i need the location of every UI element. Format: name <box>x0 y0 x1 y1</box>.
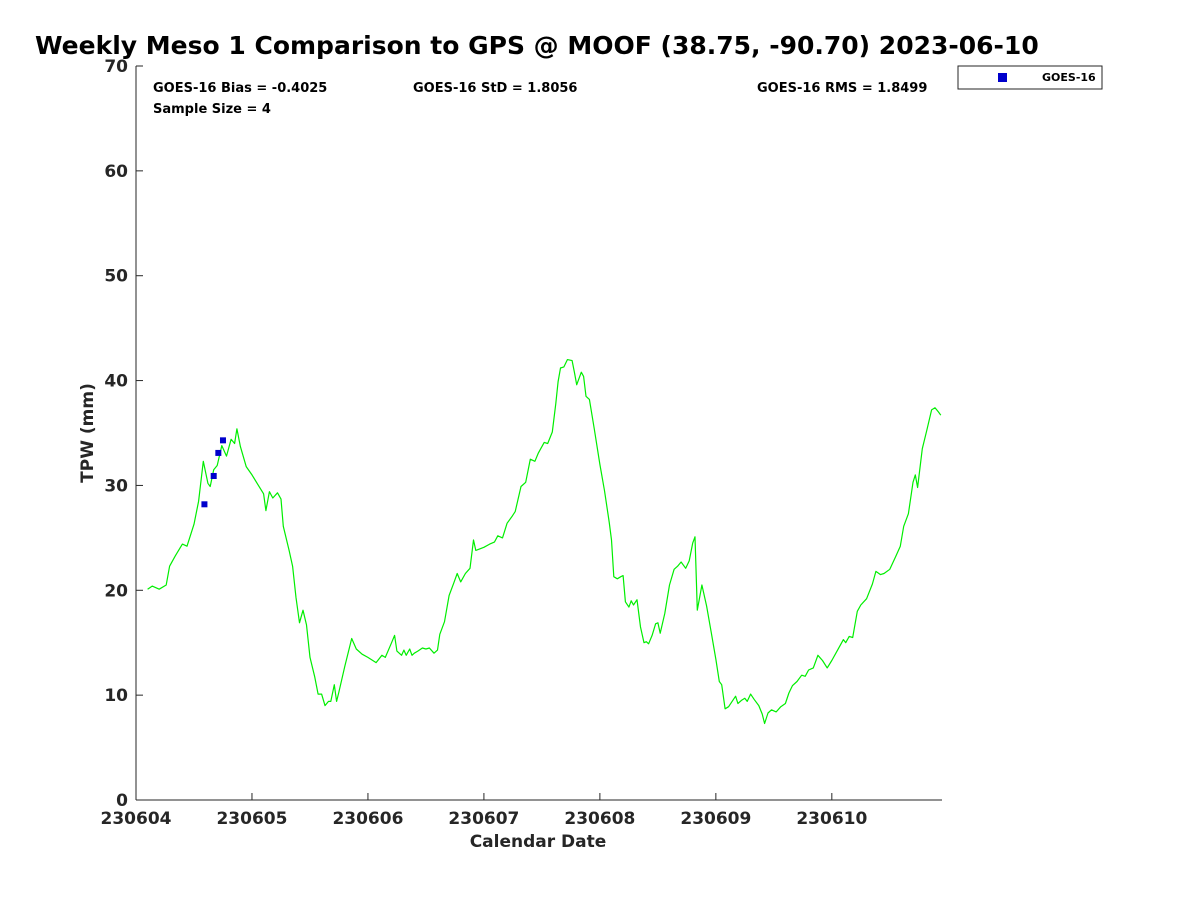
bias-stat: GOES-16 Bias = -0.4025 <box>153 81 327 96</box>
y-tick-label: 70 <box>104 57 128 77</box>
series-line-gps <box>147 359 942 725</box>
x-tick-label: 230607 <box>448 809 519 829</box>
legend: GOES-16 <box>957 65 1103 90</box>
stats: GOES-16 Bias = -0.4025 GOES-16 StD = 1.8… <box>153 81 927 117</box>
goes16-data-point <box>210 472 217 479</box>
y-tick-label: 20 <box>104 581 128 601</box>
legend-marker-goes16 <box>998 73 1007 82</box>
chart-title: Weekly Meso 1 Comparison to GPS @ MOOF (… <box>35 31 1039 60</box>
std-stat: GOES-16 StD = 1.8056 <box>413 81 577 96</box>
goes16-data-point <box>219 437 226 444</box>
legend-label-goes16: GOES-16 <box>1042 71 1096 84</box>
rms-stat: GOES-16 RMS = 1.8499 <box>757 81 927 96</box>
y-axis-label: TPW (mm) <box>78 383 98 483</box>
axes <box>135 66 942 801</box>
plot-area <box>147 359 942 725</box>
x-tick-label: 230605 <box>216 809 287 829</box>
x-tick-label: 230610 <box>796 809 867 829</box>
y-tick-label: 50 <box>104 267 128 287</box>
y-ticks: 0 10 20 30 40 50 60 70 <box>104 57 143 811</box>
goes16-data-point <box>215 449 222 456</box>
x-tick-label: 230609 <box>680 809 751 829</box>
y-tick-label: 40 <box>104 372 128 392</box>
y-tick-label: 30 <box>104 476 128 496</box>
legend-box <box>957 65 1103 90</box>
x-axis-label: Calendar Date <box>470 832 607 852</box>
x-ticks: 230604 230605 230606 230607 230608 230609 2306… <box>101 793 867 829</box>
x-tick-label: 230608 <box>564 809 635 829</box>
y-tick-label: 0 <box>116 791 128 811</box>
y-tick-label: 10 <box>104 686 128 706</box>
goes16-data-point <box>201 501 208 508</box>
x-tick-label: 230606 <box>332 809 403 829</box>
x-tick-label: 230604 <box>101 809 172 829</box>
y-tick-label: 60 <box>104 162 128 182</box>
sample-size-stat: Sample Size = 4 <box>153 102 271 117</box>
